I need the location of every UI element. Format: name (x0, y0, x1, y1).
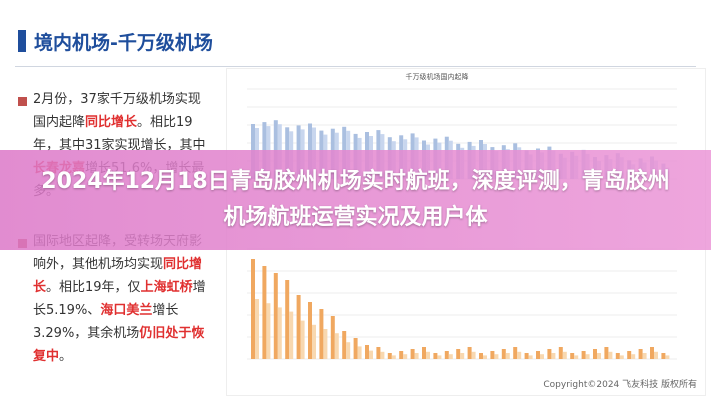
decor-bar (604, 347, 609, 359)
decor-bar (570, 353, 575, 359)
decor-bar (581, 351, 586, 359)
decor-bar (494, 354, 499, 359)
decor-bar (467, 347, 472, 359)
decor-bar (597, 353, 601, 359)
decor-bar (300, 320, 305, 359)
text: 。相比19年，其中31家实现增长，其中 (33, 115, 206, 153)
decor-bar (273, 120, 278, 179)
decor-bar (448, 354, 453, 359)
decor-bar (654, 351, 658, 359)
decor-bar (422, 347, 426, 359)
decor-bar (403, 354, 408, 359)
decor-bar (615, 353, 620, 359)
decor-bar (437, 355, 442, 359)
decor-bar (365, 345, 369, 359)
copyright: Copyright©2024 飞友科技 版权所有 (543, 378, 697, 390)
decor-bar (296, 295, 301, 359)
decor-bar (562, 351, 567, 359)
decor-bar (501, 349, 506, 359)
text: 增长3.29%，其余机场 (33, 303, 179, 341)
overlay-banner: 2024年12月18日青岛胶州机场实时航班，深度评测，青岛胶州机场航班运营实况及… (0, 150, 711, 250)
decor-bar (650, 347, 654, 359)
text: 。 (59, 349, 73, 364)
chart-title: 千万级机场国内起降 (406, 72, 469, 81)
decor-bar (342, 331, 347, 359)
decor-bar (289, 311, 294, 359)
decor-bar (547, 349, 552, 359)
decor-bar (574, 355, 579, 359)
decor-bar (665, 355, 670, 359)
decor-bar (479, 353, 483, 359)
decor-bar (330, 316, 335, 359)
text: 2月份，37家千万级机场实现国内起降 (33, 92, 201, 130)
decor-bar (433, 353, 438, 359)
highlight-text: 海口美兰 (100, 303, 153, 318)
decor-bar (273, 273, 278, 359)
decor-bar (357, 346, 362, 359)
divider (15, 66, 696, 67)
decor-bar (524, 353, 529, 359)
text: 增长5.19%、 (33, 280, 206, 318)
decor-bar (323, 329, 328, 359)
highlight-text: 同比增长 (85, 115, 138, 130)
decor-bar (558, 347, 563, 359)
decor-bar (631, 354, 636, 359)
decor-bar (277, 307, 282, 359)
decor-bar (399, 351, 404, 359)
decor-bar (517, 351, 522, 359)
decor-bar (505, 353, 510, 359)
decor-bar (380, 351, 385, 359)
decor-bar (376, 347, 381, 359)
overlay-title: 2024年12月18日青岛胶州机场实时航班，深度评测，青岛胶州机场航班运营实况及… (41, 169, 670, 230)
decor-bar (627, 351, 632, 359)
decor-bar (608, 351, 613, 359)
decor-bar (251, 259, 255, 359)
decor-bar (334, 333, 339, 359)
decor-bar (444, 351, 449, 359)
bullet (18, 97, 27, 106)
highlight-text: 上海虹桥 (140, 280, 193, 295)
decor-bar (619, 355, 624, 359)
decor-bar (414, 353, 419, 359)
highlight-text: 仍旧处于恢复中 (33, 326, 205, 364)
decor-bar (551, 353, 556, 359)
header-icon (18, 30, 26, 52)
decor-bar (483, 355, 487, 359)
decor-bar (346, 342, 351, 359)
decor-bar (312, 324, 316, 359)
decor-bar (353, 338, 358, 359)
highlight-text: 同比增长 (33, 257, 203, 295)
decor-bar (540, 354, 544, 359)
decor-bar (593, 349, 597, 359)
decor-bar (528, 355, 533, 359)
decor-bar (426, 351, 430, 359)
decor-bar (369, 350, 373, 359)
paragraph: 国际地区起降，受转场天府影响外，其他机场均实现同比增长。相比19年，仅上海虹桥增… (33, 230, 211, 368)
decor-bar (661, 353, 666, 359)
decor-bar (262, 266, 267, 359)
decor-bar (266, 303, 271, 359)
decor-bar (513, 347, 518, 359)
decor-bar (638, 349, 643, 359)
decor-bar (585, 354, 590, 359)
decor-bar (387, 353, 392, 359)
text: 。相比19年，仅 (46, 280, 141, 295)
decor-bar (490, 351, 495, 359)
decor-bar (308, 302, 312, 359)
decor-bar (391, 355, 396, 359)
decor-bar (285, 280, 290, 359)
decor-bar (255, 299, 259, 359)
header-title: 境内机场-千万级机场 (34, 32, 213, 54)
decor-bar (456, 349, 461, 359)
decor-bar (319, 309, 324, 359)
decor-bar (642, 353, 647, 359)
decor-bar (536, 351, 540, 359)
decor-bar (471, 351, 476, 359)
decor-bar (460, 353, 465, 359)
decor-bar (410, 349, 415, 359)
